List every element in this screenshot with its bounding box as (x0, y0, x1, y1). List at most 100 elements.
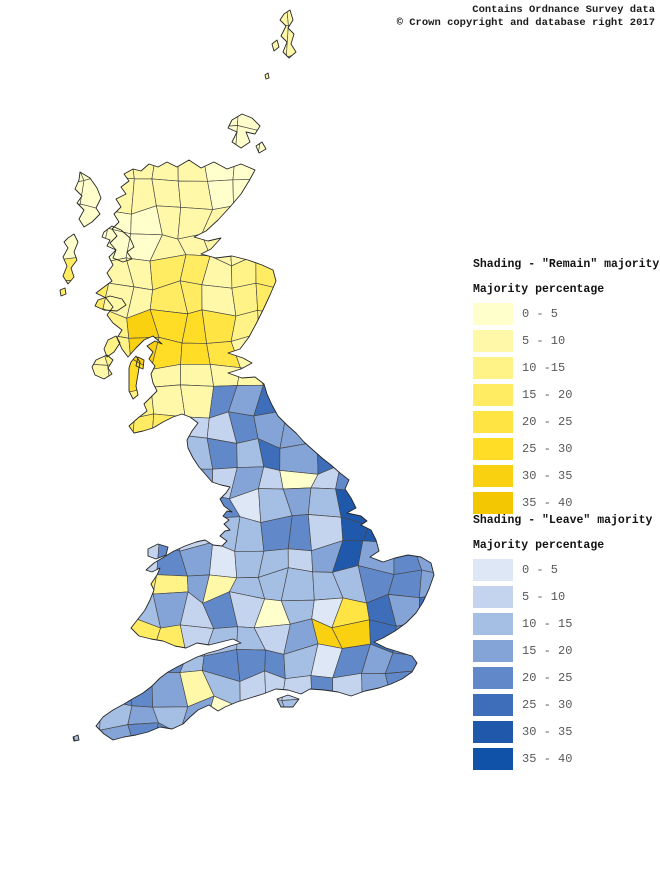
legend-range-label: 25 - 30 (522, 442, 573, 456)
coastline-shape (94, 295, 127, 312)
district (385, 514, 418, 546)
district (409, 228, 434, 256)
district (177, 180, 214, 210)
district (332, 672, 363, 709)
district (332, 340, 364, 369)
district (177, 10, 213, 28)
legend-range-label: 5 - 10 (522, 590, 566, 604)
district (312, 234, 344, 266)
district (367, 127, 392, 160)
district (312, 203, 339, 240)
district (254, 50, 287, 82)
coastline-shape (279, 9, 297, 59)
legend-row: 0 - 5 (473, 303, 660, 325)
district (177, 126, 214, 153)
district (60, 72, 76, 104)
district (390, 438, 418, 469)
district (413, 409, 434, 442)
district (60, 652, 78, 682)
district (331, 45, 361, 78)
district (308, 758, 343, 785)
district (23, 5, 53, 32)
coastline-shape (91, 354, 114, 380)
district (256, 131, 291, 159)
legend-swatch (473, 384, 513, 406)
legend-range-label: 20 - 25 (522, 671, 573, 685)
district (24, 752, 57, 786)
district (412, 76, 434, 105)
district (60, 126, 76, 157)
district (177, 151, 208, 182)
district (285, 128, 317, 161)
district (336, 203, 371, 236)
district (331, 446, 366, 471)
district (361, 700, 395, 723)
district (415, 130, 434, 157)
legend-range-label: 0 - 5 (522, 307, 559, 321)
legend-row: 35 - 40 (473, 492, 660, 514)
legend-swatch (473, 748, 513, 770)
district (26, 723, 52, 758)
district (279, 182, 319, 212)
district (279, 210, 319, 240)
district (305, 340, 343, 369)
district (60, 340, 80, 364)
district (285, 750, 310, 780)
district (205, 73, 240, 110)
district (285, 149, 319, 187)
district (71, 332, 109, 366)
district (74, 600, 104, 629)
district (413, 438, 434, 473)
district (391, 700, 415, 731)
district (150, 413, 186, 447)
legend-row: 30 - 35 (473, 721, 660, 743)
district (152, 706, 189, 735)
district (60, 440, 82, 474)
district (358, 383, 386, 413)
district (331, 254, 366, 290)
district (316, 409, 345, 448)
district (231, 750, 261, 779)
district (60, 412, 85, 447)
district (256, 149, 292, 184)
district (236, 367, 264, 386)
district (384, 253, 416, 288)
coastline-shape (62, 233, 79, 285)
district (74, 45, 111, 74)
district (130, 149, 156, 180)
district (150, 435, 187, 470)
attribution-line-2: © Crown copyright and database right 201… (396, 17, 655, 29)
legend-range-label: 35 - 40 (522, 752, 573, 766)
district (234, 725, 260, 741)
legend-range-label: 5 - 10 (522, 334, 566, 348)
district (359, 72, 389, 101)
district (60, 31, 81, 54)
district (342, 26, 361, 57)
district (133, 104, 162, 136)
district (99, 417, 135, 447)
district (98, 134, 136, 163)
district (234, 125, 263, 159)
district (336, 181, 368, 210)
coastline-shape (227, 113, 261, 149)
district (76, 515, 106, 549)
district (123, 23, 163, 58)
district (129, 750, 154, 784)
district (60, 45, 76, 76)
district (102, 10, 125, 31)
district (333, 311, 370, 342)
district (289, 288, 314, 318)
district (201, 151, 236, 182)
district (60, 703, 85, 734)
district (360, 756, 388, 775)
district (102, 438, 133, 468)
legend-row: 30 - 35 (473, 465, 660, 487)
coastline-shape (72, 734, 80, 742)
district (60, 10, 81, 33)
district (256, 333, 293, 371)
district (27, 177, 55, 207)
district (75, 256, 110, 284)
district (179, 655, 205, 673)
coastline-shape (255, 141, 267, 154)
